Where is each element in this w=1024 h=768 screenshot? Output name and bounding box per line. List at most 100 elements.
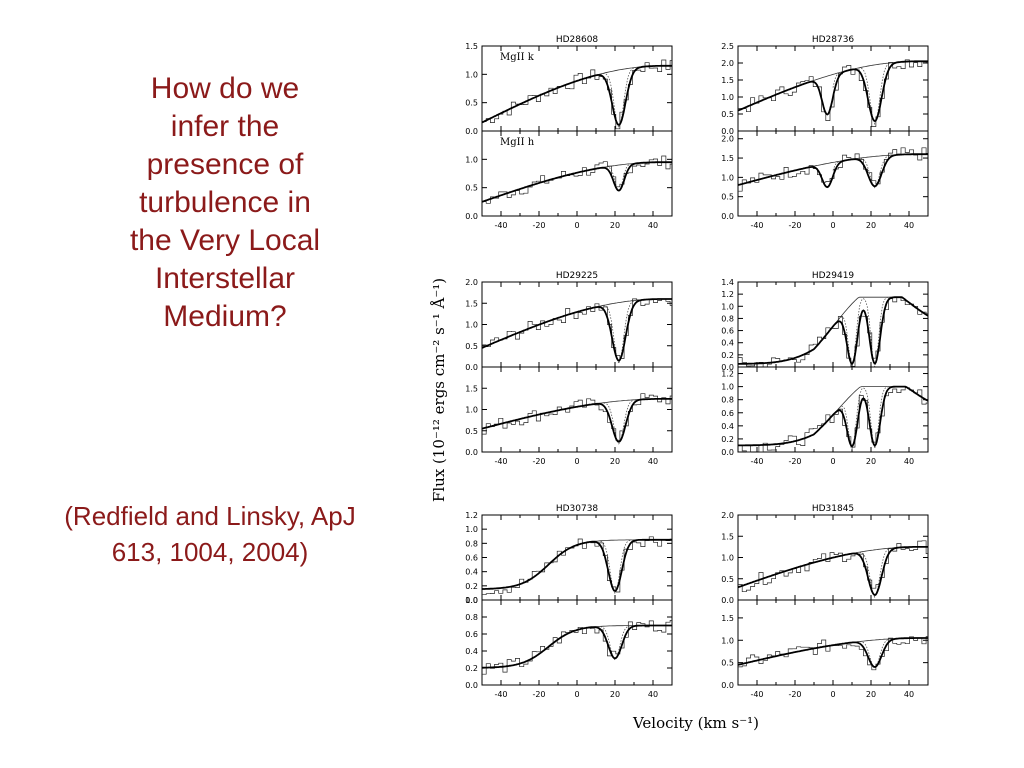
- y-tick-label: 0.5: [465, 184, 478, 193]
- y-tick-label: 1.0: [721, 93, 734, 102]
- y-tick-label: 0.2: [721, 351, 734, 360]
- x-tick-label: -40: [494, 221, 507, 230]
- panel-frame: [737, 599, 929, 686]
- y-tick-label: 1.0: [465, 70, 478, 79]
- y-tick-label: 0.0: [721, 127, 734, 136]
- panel-frame: [481, 281, 673, 368]
- y-tick-label: 0.2: [465, 582, 478, 591]
- spectrum-panel: 0.0 0.2 0.4 0.6 0.8 1.0 1.2 -40 -20 0 20 40: [721, 366, 929, 466]
- spectrum-panel: 0.0 0.5 1.0 1.5 2.0 -40 -20 0 20 40: [721, 130, 929, 230]
- y-tick-label: 0.8: [465, 539, 478, 548]
- model-fit: [737, 637, 928, 668]
- star-name: HD29225: [556, 271, 598, 281]
- component-line: [576, 162, 644, 193]
- spectrum-panel: HD28608 MgII k 0.0 0.5 1.0 1.5: [465, 35, 673, 136]
- data-histogram: [482, 536, 672, 596]
- spectrum-panel: 0.0 0.2 0.4 0.6 0.8 1.0 -40 -20 0 20 40: [465, 596, 673, 699]
- star-name: HD28736: [812, 35, 855, 45]
- y-tick-label: 0.0: [465, 363, 478, 372]
- star-name: HD29419: [812, 271, 855, 281]
- y-tick-label: 1.4: [721, 278, 734, 287]
- component-line: [576, 66, 644, 129]
- component-line: [832, 386, 900, 451]
- y-tick-label: 2.0: [721, 59, 734, 68]
- x-tick-label: -40: [494, 457, 507, 466]
- continuum-line: [737, 546, 928, 588]
- y-tick-label: 1.5: [721, 532, 734, 541]
- x-tick-label: 40: [904, 690, 914, 699]
- spectra-figure: Flux (10⁻¹² ergs cm⁻² s⁻¹ Å⁻¹) Velocity …: [430, 35, 929, 732]
- y-tick-label: 0.6: [721, 327, 734, 336]
- data-histogram: [738, 540, 928, 593]
- spectrum-panel: HD28736 0.0 0.5 1.0 1.5 2.0 2.5: [721, 35, 929, 136]
- y-tick-label: 0.0: [465, 448, 478, 457]
- panel-frame: [481, 599, 673, 686]
- model-fit: [737, 546, 928, 597]
- continuum-line: [482, 625, 672, 669]
- y-tick-label: 0.0: [465, 681, 478, 690]
- y-tick-label: 0.6: [721, 409, 734, 418]
- continuum-line: [481, 65, 672, 123]
- y-tick-label: 1.2: [721, 370, 734, 379]
- y-tick-label: 0.2: [465, 664, 478, 673]
- spectrum-panel: 0.0 0.5 1.0 1.5 -40 -20 0 20 40: [465, 366, 673, 466]
- y-tick-label: 1.5: [721, 76, 734, 85]
- y-tick-label: 0.8: [465, 613, 478, 622]
- y-tick-label: 0.5: [465, 427, 478, 436]
- data-histogram: [738, 59, 928, 127]
- x-tick-label: 40: [904, 221, 914, 230]
- x-tick-label: -20: [788, 690, 801, 699]
- y-tick-label: 1.5: [465, 299, 478, 308]
- y-tick-label: 0.5: [721, 659, 734, 668]
- y-tick-label: 0.8: [721, 314, 734, 323]
- slide-title: How do we infer the presence of turbulen…: [129, 72, 321, 333]
- x-tick-label: 20: [610, 690, 620, 699]
- x-tick-label: 20: [866, 221, 876, 230]
- component-line: [576, 539, 644, 595]
- continuum-line: [737, 60, 928, 111]
- panel-frame: [737, 281, 929, 368]
- y-tick-label: 1.5: [721, 614, 734, 623]
- model-fit: [738, 296, 929, 366]
- y-tick-label: 0.0: [465, 596, 478, 605]
- y-tick-label: 0.4: [721, 339, 734, 348]
- model-fit: [481, 398, 672, 443]
- spectrum-panel: 0.0 0.5 1.0 1.5 -40 -20 0 20 40: [721, 599, 929, 699]
- x-tick-label: 20: [866, 690, 876, 699]
- model-fit: [482, 624, 672, 669]
- y-tick-label: 0.0: [721, 212, 734, 221]
- component-line: [832, 296, 900, 367]
- y-tick-label: 1.0: [465, 525, 478, 534]
- continuum-line: [481, 161, 672, 203]
- model-fit: [737, 60, 928, 123]
- line-label: MgII k: [500, 52, 535, 63]
- y-tick-label: 1.5: [465, 42, 478, 51]
- continuum-line: [481, 298, 672, 349]
- continuum-line: [482, 539, 672, 590]
- y-tick-label: 2.0: [465, 278, 478, 287]
- panel-frame: [737, 45, 929, 132]
- y-tick-label: 0.4: [465, 568, 478, 577]
- y-tick-label: 1.0: [721, 383, 734, 392]
- spectrum-panel: MgII h 0.0 0.5 1.0 -40 -20 0 20 40: [465, 130, 673, 230]
- x-tick-label: -20: [788, 457, 801, 466]
- data-histogram: [482, 59, 672, 130]
- y-tick-label: 0.2: [721, 435, 734, 444]
- y-axis-label: Flux (10⁻¹² ergs cm⁻² s⁻¹ Å⁻¹): [430, 278, 448, 502]
- panel-group: HD28608 MgII k 0.0 0.5 1.0 1.5 MgII h 0.0 0.5 1.0…: [465, 35, 929, 699]
- x-tick-label: 0: [830, 457, 835, 466]
- y-tick-label: 0.0: [721, 363, 734, 372]
- spectrum-panel: HD31845 0.0 0.5 1.0 1.5 2.0: [721, 504, 929, 605]
- spectrum-panel: HD29419 0.0 0.2 0.4 0.6 0.8 1.0 1.2 1.4: [721, 271, 929, 372]
- y-tick-label: 1.0: [721, 173, 734, 182]
- y-tick-label: 0.5: [721, 575, 734, 584]
- y-tick-label: 0.5: [721, 193, 734, 202]
- y-tick-label: 2.0: [721, 511, 734, 520]
- x-tick-label: -40: [750, 690, 763, 699]
- y-tick-label: 1.5: [465, 384, 478, 393]
- y-tick-label: 0.0: [465, 127, 478, 136]
- model-fit: [737, 153, 928, 189]
- y-tick-label: 1.0: [465, 155, 478, 164]
- y-tick-label: 1.0: [465, 406, 478, 415]
- x-tick-label: 40: [648, 690, 658, 699]
